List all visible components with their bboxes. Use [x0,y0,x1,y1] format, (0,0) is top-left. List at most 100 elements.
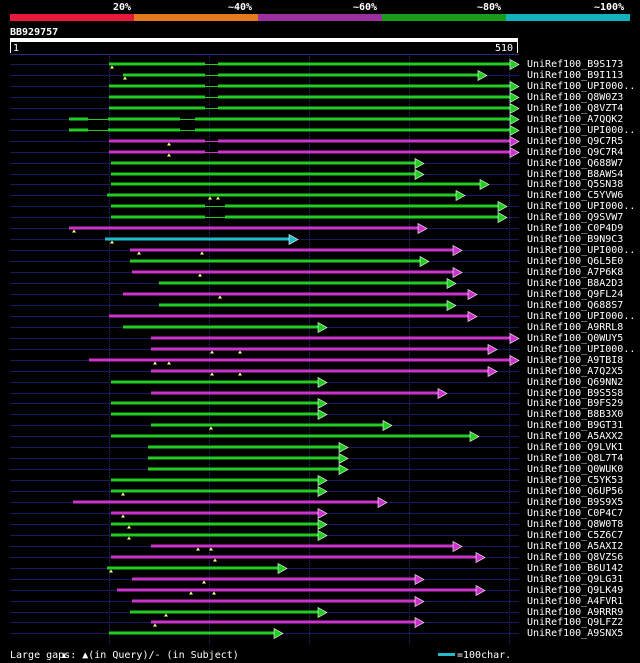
hit-link[interactable]: UniRef100_B9S9X5 [527,497,624,508]
hit-bar [151,347,490,351]
hit-arrow [317,321,328,334]
hit-arrow [419,255,430,268]
hit-link[interactable]: UniRef100_B6U142 [527,563,624,574]
query-gap-marker [164,613,168,617]
hit-link[interactable]: UniRef100_Q8VZT4 [527,103,624,114]
hit-link[interactable]: UniRef100_C5YK53 [527,475,624,486]
hit-link[interactable]: UniRef100_B9S173 [527,59,624,70]
hit-link[interactable]: UniRef100_UPI000.. [527,125,636,136]
hit-link[interactable]: UniRef100_B9S5S8 [527,388,624,399]
hit-bar [151,620,417,624]
hit-arrow [414,168,425,181]
hit-link[interactable]: UniRef100_B9I113 [527,70,624,81]
hit-link[interactable]: UniRef100_Q8W0T8 [527,519,624,530]
hit-link[interactable]: UniRef100_A5AXI2 [527,541,624,552]
scale-legend-bar [438,653,455,656]
hit-arrow [317,485,328,498]
hit-link[interactable]: UniRef100_Q8L7T4 [527,453,624,464]
hit-link[interactable]: UniRef100_B8A2D3 [527,278,624,289]
hit-bar [111,172,417,176]
percent-label-40: ~40% [228,2,253,13]
hit-bar [130,248,455,252]
hit-link[interactable]: UniRef100_C0P4D9 [527,223,624,234]
hit-arrow [469,430,480,443]
hit-link[interactable]: UniRef100_B9N9C3 [527,234,624,245]
hit-link[interactable]: UniRef100_Q688S7 [527,300,624,311]
hit-link[interactable]: UniRef100_UPI000.. [527,201,636,212]
hit-bar [109,631,276,635]
hit-link[interactable]: UniRef100_C5Z6C7 [527,530,624,541]
hit-arrow [477,69,488,82]
hit-link[interactable]: UniRef100_A4FVR1 [527,596,624,607]
hit-link[interactable]: UniRef100_Q5SN38 [527,179,624,190]
query-gap-marker [167,153,171,157]
hit-link[interactable]: UniRef100_Q0WUY5 [527,333,624,344]
hit-arrow [455,189,466,202]
hit-arrow [437,387,448,400]
hit-link[interactable]: UniRef100_Q688W7 [527,158,624,169]
hit-link[interactable]: UniRef100_Q9C7R4 [527,147,624,158]
hit-bar [105,237,291,241]
hit-link[interactable]: UniRef100_Q6L5E0 [527,256,624,267]
hit-link[interactable]: UniRef100_UPI000.. [527,344,636,355]
hit-arrow [317,606,328,619]
query-gap-marker [123,76,127,80]
query-gap-marker [198,273,202,277]
hit-link[interactable]: UniRef100_Q9FL24 [527,289,624,300]
hit-bar [73,500,380,504]
percent-color-segment [506,14,630,21]
hit-link[interactable]: UniRef100_Q69NN2 [527,377,624,388]
query-gap-marker [238,372,242,376]
hit-link[interactable]: UniRef100_A9SNX5 [527,628,624,639]
hit-link[interactable]: UniRef100_C5YVW6 [527,190,624,201]
hit-bar [123,292,470,296]
hit-link[interactable]: UniRef100_A7QQK2 [527,114,624,125]
hit-link[interactable]: UniRef100_Q9LFZ2 [527,617,624,628]
hit-link[interactable]: UniRef100_B9GT31 [527,420,624,431]
hit-link[interactable]: UniRef100_Q9LK49 [527,585,624,596]
percent-label-80: ~80% [477,2,502,13]
hit-arrow [452,244,463,257]
hit-bar [111,489,320,493]
hit-link[interactable]: UniRef100_A9RRR9 [527,607,624,618]
hit-bar [109,150,512,154]
query-gap-marker [200,251,204,255]
hit-link[interactable]: UniRef100_C0P4C7 [527,508,624,519]
hit-link[interactable]: UniRef100_A9RRL8 [527,322,624,333]
hit-link[interactable]: UniRef100_A7P6K8 [527,267,624,278]
hit-arrow [509,102,520,115]
query-gap-marker [216,196,220,200]
hit-link[interactable]: UniRef100_UPI000.. [527,245,636,256]
hit-bar [151,336,512,340]
hit-link[interactable]: UniRef100_Q9LVK1 [527,442,624,453]
query-gap-marker [209,547,213,551]
hit-bar [111,161,417,165]
hit-link[interactable]: UniRef100_B8AWS4 [527,169,624,180]
hit-bar [111,478,320,482]
hit-link[interactable]: UniRef100_A7Q2X5 [527,366,624,377]
hit-link[interactable]: UniRef100_B8B3X0 [527,409,624,420]
hit-link[interactable]: UniRef100_UPI000.. [527,81,636,92]
hit-link[interactable]: UniRef100_A9TBI8 [527,355,624,366]
hit-link[interactable]: UniRef100_UPI000.. [527,311,636,322]
hit-bar [109,314,470,318]
query-id: BB929757 [10,27,59,38]
hit-link[interactable]: UniRef100_Q9SVW7 [527,212,624,223]
hit-link[interactable]: UniRef100_A5AXX2 [527,431,624,442]
hit-link[interactable]: UniRef100_B9FS29 [527,398,624,409]
hit-arrow [452,540,463,553]
hit-arrow [338,463,349,476]
hit-link[interactable]: UniRef100_Q8W0Z3 [527,92,624,103]
hit-bar [111,533,320,537]
hit-arrow [475,551,486,564]
hit-link[interactable]: UniRef100_Q6UP56 [527,486,624,497]
hit-link[interactable]: UniRef100_Q9LG31 [527,574,624,585]
query-gap-marker [210,372,214,376]
hit-link[interactable]: UniRef100_Q8VZS6 [527,552,624,563]
percent-label-20: 20% [113,2,132,13]
hit-arrow [509,124,520,137]
hit-link[interactable]: UniRef100_Q0WUK0 [527,464,624,475]
percent-label-100: ~100% [594,2,625,13]
hit-link[interactable]: UniRef100_Q9C7R5 [527,136,624,147]
